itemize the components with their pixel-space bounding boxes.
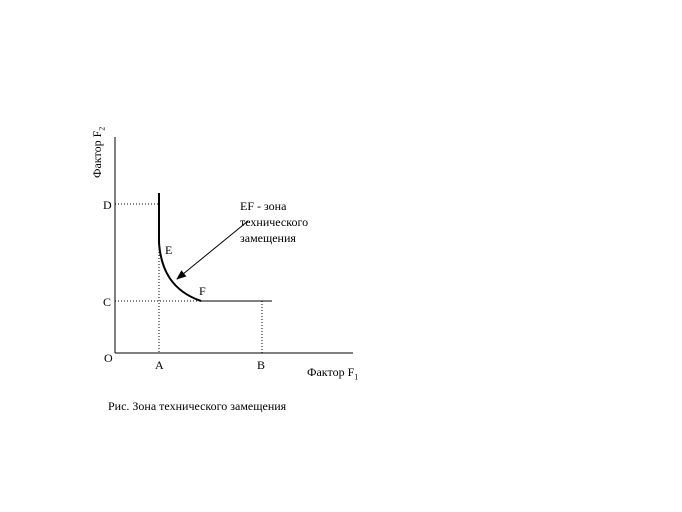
label-o: O	[104, 351, 113, 365]
isoquant-curve-ef	[158, 242, 202, 302]
x-axis-label-text: Фактор F	[307, 365, 355, 379]
y-axis-label-text: Фактор F	[90, 130, 104, 178]
annotation-text: EF - зона технического замещения	[240, 198, 308, 246]
label-e: E	[165, 243, 173, 257]
label-d: D	[103, 198, 112, 212]
label-a: A	[155, 358, 164, 372]
annotation-arrow	[176, 220, 249, 280]
annotation-line-3: замещения	[240, 231, 296, 245]
label-b: B	[257, 358, 266, 372]
annotation-line-2: технического	[240, 215, 309, 229]
y-axis-label: Фактор F2	[90, 127, 106, 178]
label-c: C	[103, 295, 112, 309]
x-axis-label-sub: 1	[354, 372, 359, 382]
x-axis-label: Фактор F1	[307, 365, 358, 381]
label-f: F	[199, 284, 206, 298]
y-axis-label-sub: 2	[97, 126, 107, 131]
figure-caption: Рис. Зона технического замещения	[108, 399, 287, 413]
annotation-line-1: EF - зона	[240, 199, 287, 213]
